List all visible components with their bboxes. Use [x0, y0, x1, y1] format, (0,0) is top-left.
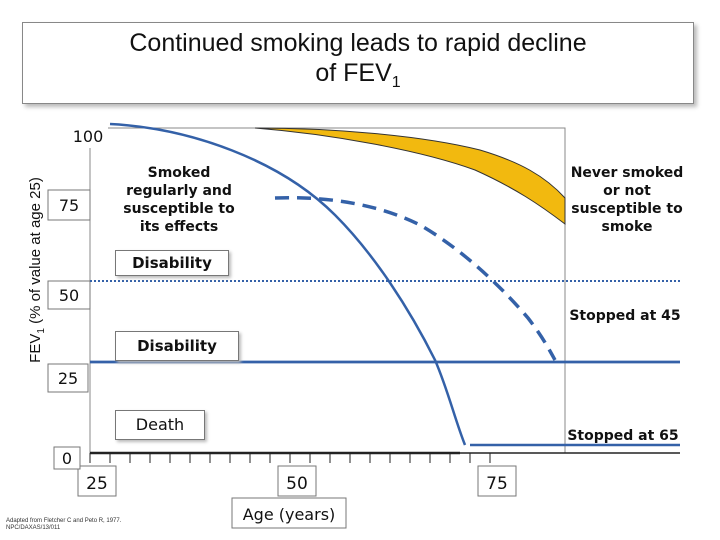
source-note: Adapted from Fletcher C and Peto R, 1977… [6, 518, 121, 532]
x-tick-box [77, 465, 117, 497]
y-axis-label-main: FEV [27, 334, 44, 363]
x-tick-label: 25 [86, 474, 108, 494]
y-axis-label-rest: (% of value at age 25) [27, 177, 44, 328]
source-line1: Adapted from Fletcher C and Peto R, 1977… [6, 518, 122, 524]
smoked-susceptible-line [109, 122, 467, 446]
x-tick-box [477, 465, 517, 497]
source-line2: NPC/DAXAS/13/011 [6, 525, 61, 531]
title-box: Continued smoking leads to rapid decline… [22, 22, 694, 104]
disability-label-1: Disability [115, 250, 229, 276]
y-tick-box [47, 363, 89, 393]
y-tick-box [68, 124, 108, 148]
x-tick-box [277, 465, 317, 497]
chart-title-line2-main: of FEV [315, 59, 392, 87]
y-tick-box [47, 189, 91, 221]
x-tick-label: 50 [286, 474, 308, 494]
never-smoked-band [254, 127, 566, 226]
y-tick-box [47, 280, 91, 310]
y-tick-label: 50 [59, 286, 79, 305]
series-group [90, 122, 680, 447]
smoked-annotation: Smoked regularly and susceptible to its … [123, 165, 235, 235]
y-tick-label: 0 [62, 449, 72, 468]
y-tick-label: 75 [59, 196, 79, 215]
disability-label-2: Disability [115, 331, 239, 361]
death-label: Death [115, 410, 205, 440]
y-axis-label: FEV1 (% of value at age 25) [27, 177, 47, 363]
stopped-45-annotation: Stopped at 45 [569, 308, 681, 324]
never-smoked-annotation: Never smoked or not susceptible to smoke [570, 165, 684, 235]
x-axis-label: Age (years) [243, 505, 336, 524]
stopped-65-annotation: Stopped at 65 [567, 428, 679, 444]
chart-title-line2-sub: 1 [391, 74, 401, 91]
chart-title-line1: Continued smoking leads to rapid decline [129, 29, 587, 57]
y-tick-label: 100 [73, 127, 104, 146]
y-axis-label-sub: 1 [36, 328, 47, 334]
y-tick-box [53, 446, 81, 470]
x-axis-label-box [231, 497, 347, 529]
chart-title-line2: of FEV1 [315, 58, 400, 98]
x-tick-label: 75 [486, 474, 508, 494]
y-tick-label: 25 [58, 369, 78, 388]
dashed-stopped-45-line [274, 195, 557, 361]
